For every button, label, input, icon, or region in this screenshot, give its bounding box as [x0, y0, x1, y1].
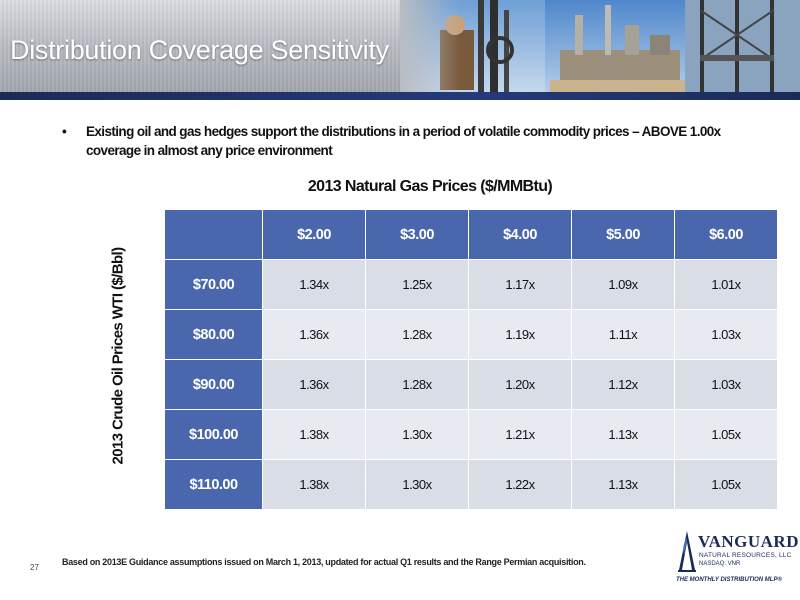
corner-cell	[164, 209, 263, 260]
table-header-row: $2.00 $3.00 $4.00 $5.00 $6.00	[164, 209, 778, 260]
table-cell: 1.21x	[468, 409, 572, 460]
table-cell: 1.30x	[365, 459, 469, 510]
table-cell: 1.30x	[365, 409, 469, 460]
table-title: 2013 Natural Gas Prices ($/MMBtu)	[307, 178, 553, 195]
column-header: $4.00	[468, 209, 572, 260]
header-photo-collage	[400, 0, 800, 96]
row-header: $90.00	[164, 359, 263, 410]
row-header: $80.00	[164, 309, 263, 360]
table-cell: 1.36x	[262, 359, 366, 410]
row-header: $70.00	[164, 259, 263, 310]
company-logo: VANGUARD NATURAL RESOURCES, LLC NASDAQ: …	[676, 530, 798, 594]
bullet-text: Existing oil and gas hedges support the …	[86, 124, 721, 158]
header-divider	[0, 92, 800, 100]
table-cell: 1.03x	[674, 359, 778, 410]
table-cell: 1.11x	[571, 309, 675, 360]
logo-name: VANGUARD	[698, 532, 799, 551]
page-number: 27	[30, 563, 39, 572]
column-header: $5.00	[571, 209, 675, 260]
table-cell: 1.05x	[674, 409, 778, 460]
bullet-point: • Existing oil and gas hedges support th…	[62, 122, 762, 160]
table-cell: 1.28x	[365, 359, 469, 410]
bullet-marker: •	[62, 124, 67, 139]
sensitivity-table: $2.00 $3.00 $4.00 $5.00 $6.00 $70.00 1.3…	[164, 209, 778, 510]
table-cell: 1.03x	[674, 309, 778, 360]
table-cell: 1.09x	[571, 259, 675, 310]
column-header: $3.00	[365, 209, 469, 260]
row-header: $110.00	[164, 459, 263, 510]
table-cell: 1.22x	[468, 459, 572, 510]
table-cell: 1.19x	[468, 309, 572, 360]
table-cell: 1.34x	[262, 259, 366, 310]
table-cell: 1.38x	[262, 409, 366, 460]
table-cell: 1.05x	[674, 459, 778, 510]
derrick-logo-icon	[678, 531, 696, 572]
table-cell: 1.36x	[262, 309, 366, 360]
table-cell: 1.13x	[571, 409, 675, 460]
table-row: $90.00 1.36x 1.28x 1.20x 1.12x 1.03x	[164, 359, 778, 410]
column-header: $2.00	[262, 209, 366, 260]
table-row: $100.00 1.38x 1.30x 1.21x 1.13x 1.05x	[164, 409, 778, 460]
table-cell: 1.25x	[365, 259, 469, 310]
table-row: $110.00 1.38x 1.30x 1.22x 1.13x 1.05x	[164, 459, 778, 510]
table-cell: 1.38x	[262, 459, 366, 510]
header-banner: Distribution Coverage Sensitivity	[0, 0, 800, 96]
column-header: $6.00	[674, 209, 778, 260]
table-row: $70.00 1.34x 1.25x 1.17x 1.09x 1.01x	[164, 259, 778, 310]
footnote: Based on 2013E Guidance assumptions issu…	[62, 557, 586, 567]
slide-title: Distribution Coverage Sensitivity	[10, 35, 389, 65]
table-cell: 1.28x	[365, 309, 469, 360]
logo-subtitle: NATURAL RESOURCES, LLC	[699, 552, 792, 559]
logo-ticker: NASDAQ: VNR	[699, 561, 741, 567]
table-row: $80.00 1.36x 1.28x 1.19x 1.11x 1.03x	[164, 309, 778, 360]
row-header: $100.00	[164, 409, 263, 460]
table-cell: 1.13x	[571, 459, 675, 510]
row-axis-label: 2013 Crude Oil Prices WTI ($/Bbl)	[109, 247, 127, 465]
table-cell: 1.12x	[571, 359, 675, 410]
table-cell: 1.01x	[674, 259, 778, 310]
table-cell: 1.17x	[468, 259, 572, 310]
logo-tagline: THE MONTHLY DISTRIBUTION MLP®	[676, 577, 782, 583]
table-cell: 1.20x	[468, 359, 572, 410]
